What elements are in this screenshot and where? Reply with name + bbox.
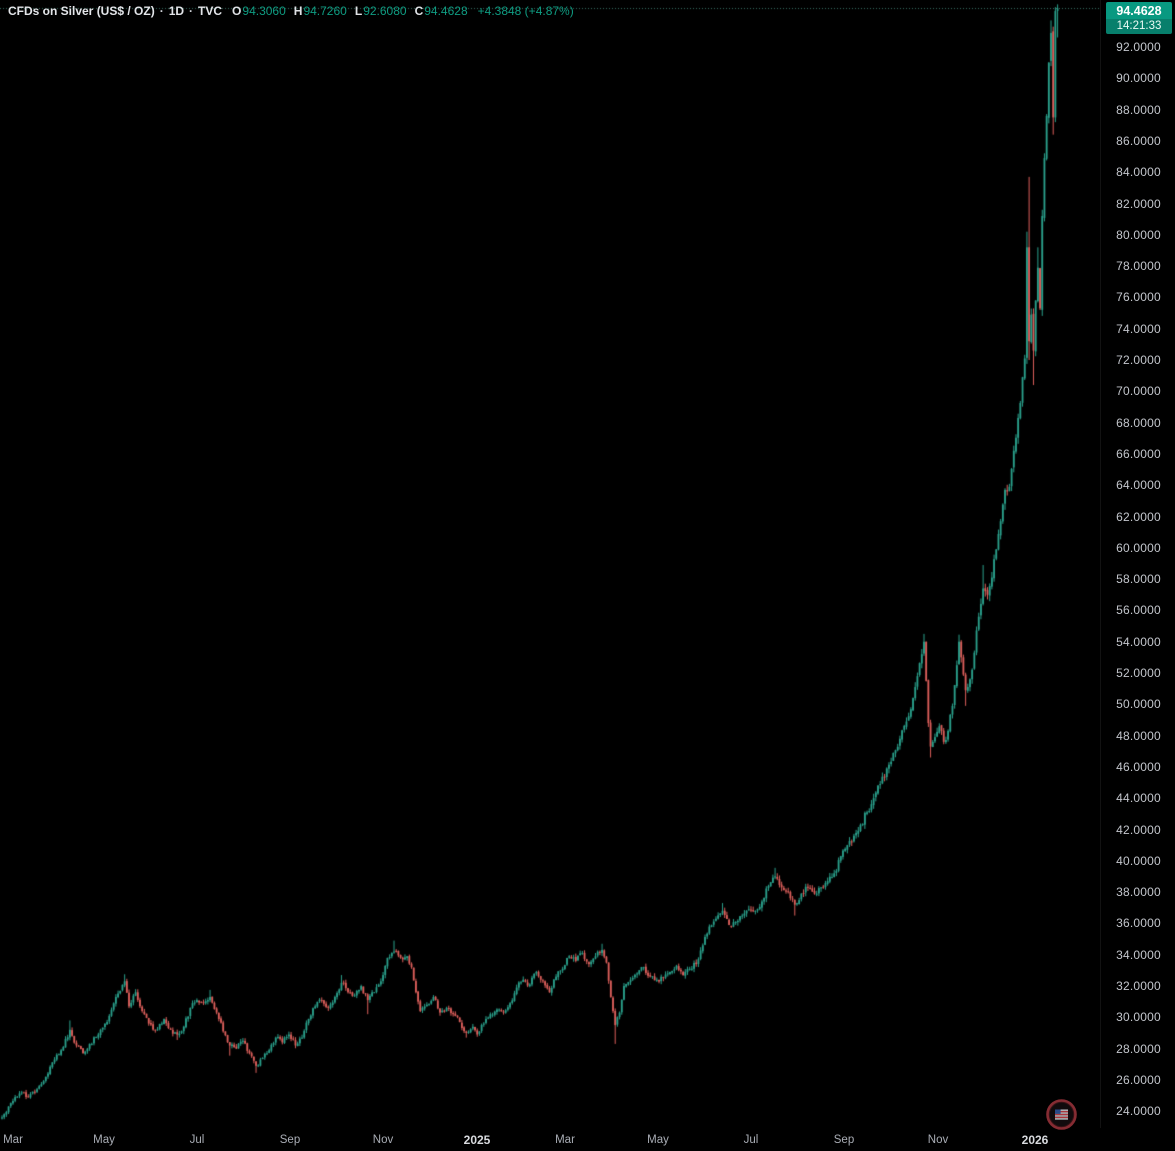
price-tick-label: 36.0000 bbox=[1116, 916, 1161, 931]
price-tick-label: 66.0000 bbox=[1116, 446, 1161, 461]
separator: · bbox=[159, 4, 164, 18]
time-tick-label: May bbox=[93, 1134, 115, 1146]
price-tick-label: 68.0000 bbox=[1116, 415, 1161, 430]
time-tick-label: May bbox=[647, 1134, 669, 1146]
price-tick-label: 50.0000 bbox=[1116, 697, 1161, 712]
price-tick-label: 72.0000 bbox=[1116, 353, 1161, 367]
time-tick-label: Mar bbox=[555, 1134, 575, 1146]
time-tick-label: 2026 bbox=[1021, 1133, 1049, 1147]
time-tick-label: Nov bbox=[927, 1134, 949, 1146]
time-tick-label: Nov bbox=[372, 1134, 394, 1146]
symbol-header: CFDs on Silver (US$ / OZ) · 1D · TVC O 9… bbox=[8, 3, 574, 19]
high-label: H bbox=[293, 4, 303, 18]
price-tick-label: 74.0000 bbox=[1116, 321, 1161, 336]
price-tick-label: 64.0000 bbox=[1116, 478, 1161, 493]
price-tick-label: 56.0000 bbox=[1116, 603, 1161, 618]
price-axis[interactable]: 94.4628 14:21:33 92.0000 90.0000 88.0000 86… bbox=[1100, 0, 1175, 1128]
last-price-value: 94.4628 bbox=[1106, 2, 1172, 19]
close-value: 94.4628 bbox=[424, 4, 468, 18]
time-tick-label: Sep bbox=[833, 1134, 855, 1146]
price-tick-label: 92.0000 bbox=[1116, 40, 1161, 54]
open-value: 94.3060 bbox=[242, 4, 286, 18]
time-axis[interactable]: Mar May Jul Sep Nov 2025 Mar May Jul Sep Nov 2026 bbox=[0, 1128, 1175, 1151]
timeframe: 1D bbox=[168, 4, 185, 18]
change-value: +4.3848 (+4.87%) bbox=[477, 4, 574, 18]
exchange-name: TVC bbox=[198, 4, 223, 18]
price-tick-label: 46.0000 bbox=[1116, 759, 1161, 774]
time-tick-label: 2025 bbox=[463, 1133, 491, 1147]
price-tick-label: 32.0000 bbox=[1116, 979, 1161, 993]
symbol-title[interactable]: CFDs on Silver (US$ / OZ) bbox=[8, 4, 155, 18]
price-tick-label: 34.0000 bbox=[1116, 947, 1161, 962]
time-tick-label: Jul bbox=[189, 1134, 205, 1146]
high-value: 94.7260 bbox=[303, 4, 347, 18]
close-label: C bbox=[414, 4, 424, 18]
price-tick-label: 28.0000 bbox=[1116, 1041, 1161, 1056]
price-tick-label: 54.0000 bbox=[1116, 634, 1161, 649]
price-tick-label: 58.0000 bbox=[1116, 572, 1161, 587]
price-tick-label: 42.0000 bbox=[1116, 822, 1161, 837]
price-tick-label: 78.0000 bbox=[1116, 259, 1161, 274]
price-tick-label: 60.0000 bbox=[1116, 540, 1161, 555]
price-tick-label: 40.0000 bbox=[1116, 853, 1161, 868]
price-tick-label: 70.0000 bbox=[1116, 384, 1161, 399]
price-tick-label: 62.0000 bbox=[1116, 509, 1161, 524]
candlestick-chart-pane[interactable] bbox=[0, 0, 1100, 1151]
low-label: L bbox=[354, 4, 363, 18]
price-tick-label: 88.0000 bbox=[1116, 102, 1161, 117]
time-tick-label: Sep bbox=[279, 1134, 301, 1146]
time-tick-label: Jul bbox=[743, 1134, 759, 1146]
price-tick-label: 86.0000 bbox=[1116, 133, 1161, 148]
ohlc-readout: O 94.3060 H 94.7260 L 92.6080 C 94.4628 … bbox=[232, 4, 574, 18]
last-price-tag: 94.4628 14:21:33 bbox=[1106, 2, 1172, 34]
price-tick-label: 30.0000 bbox=[1116, 1010, 1161, 1025]
open-label: O bbox=[232, 4, 242, 18]
price-tick-label: 26.0000 bbox=[1116, 1072, 1161, 1087]
price-tick-label: 80.0000 bbox=[1116, 227, 1161, 242]
time-tick-label: Mar bbox=[3, 1134, 23, 1146]
price-tick-label: 82.0000 bbox=[1116, 196, 1161, 211]
price-tick-label: 84.0000 bbox=[1116, 165, 1161, 180]
bar-countdown: 14:21:33 bbox=[1106, 19, 1172, 34]
price-tick-label: 48.0000 bbox=[1116, 728, 1161, 743]
us-flag-badge-icon bbox=[1046, 1099, 1077, 1130]
low-value: 92.6080 bbox=[363, 4, 407, 18]
price-tick-label: 76.0000 bbox=[1116, 290, 1161, 305]
price-tick-label: 38.0000 bbox=[1116, 885, 1161, 900]
price-tick-label: 24.0000 bbox=[1116, 1104, 1161, 1119]
separator: · bbox=[189, 4, 194, 18]
price-tick-label: 52.0000 bbox=[1116, 666, 1161, 680]
price-tick-label: 90.0000 bbox=[1116, 71, 1161, 86]
price-tick-label: 44.0000 bbox=[1116, 791, 1161, 806]
